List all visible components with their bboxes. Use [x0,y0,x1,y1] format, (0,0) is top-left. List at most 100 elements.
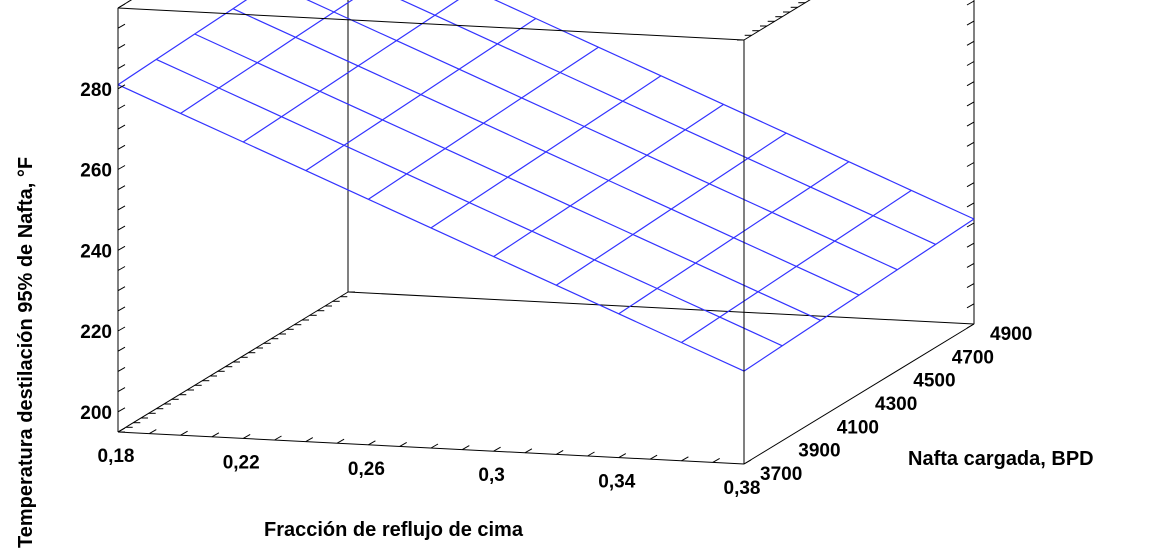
tick-mark [149,429,157,435]
tick-mark [966,40,975,46]
tick-mark [117,43,126,49]
tick-mark [117,266,126,271]
tick-mark [649,454,658,460]
tick-mark [743,459,752,465]
tick-mark [966,182,975,188]
tick-mark [430,443,439,449]
x-tick-label: 0,26 [348,459,385,480]
box-edge [743,323,975,465]
tick-mark [180,430,188,436]
tick-mark [966,20,975,26]
tick-mark [336,438,345,444]
tick-mark [242,433,251,439]
tick-mark [117,245,126,251]
tick-mark [117,306,126,312]
tick-mark [368,440,376,446]
tick-mark [117,205,126,211]
tick-mark [117,104,126,110]
z-tick-label: 260 [80,161,112,182]
x-axis-title: Fracción de reflujo de cima [264,519,524,541]
box-back-edges [117,0,975,433]
tick-mark [966,0,975,6]
x-tick-label: 0,38 [724,478,761,499]
x-tick-label: 0,3 [478,465,504,486]
z-axis-title: Temperatura destilación 95% de Nafta, °F [15,157,37,548]
tick-mark [966,81,975,87]
y-axis-title: Nafta cargada, BPD [908,448,1094,470]
tick-mark [966,262,975,268]
tick-mark [966,121,975,127]
tick-mark [117,407,126,413]
tick-mark [555,449,564,455]
surface-grid-line [306,0,898,271]
y-tick-label: 4900 [990,324,1032,345]
surface-grid-line [156,58,783,347]
x-tick-labels: 0,18 0,22 0,26 0,3 0,34 0,38 [98,446,761,499]
tick-mark [117,84,126,90]
tick-mark [117,225,126,231]
tick-mark [305,437,314,443]
tick-mark [966,242,975,248]
tick-mark [462,445,470,451]
x-tick-label: 0,34 [598,472,635,493]
tick-mark [117,165,126,170]
box-edge [117,7,745,41]
surface-grid-line [117,84,745,372]
tick-mark [524,448,533,454]
tick-mark [211,432,220,438]
box-edge [347,291,975,325]
z-tick-label: 280 [80,80,112,101]
axis-ticks [117,0,975,465]
box-edge [743,0,811,41]
z-tick-label: 220 [80,322,112,343]
surface-grid-line [493,0,975,220]
surface-grid-line [194,33,821,321]
tick-mark [966,283,975,289]
tick-mark [117,366,126,372]
z-tick-label: 200 [80,403,112,424]
tick-mark [117,326,126,332]
tick-mark [966,303,975,309]
y-tick-label: 4500 [913,371,955,392]
tick-mark [966,323,975,329]
y-tick-label: 3900 [798,441,840,462]
tick-mark [966,141,975,147]
tick-mark [117,144,126,150]
tick-mark [117,23,126,29]
y-tick-label: 4100 [837,417,879,438]
tick-mark [117,64,126,70]
tick-mark [493,446,501,452]
z-tick-label: 240 [80,241,112,262]
z-tick-labels: 200 220 240 260 280 [80,80,112,424]
tick-mark [712,457,720,463]
tick-mark [966,222,975,228]
tick-mark [681,456,689,462]
y-tick-label: 4700 [952,347,994,368]
tick-mark [117,3,126,9]
tick-mark [117,124,126,130]
tick-mark [966,162,975,167]
surface-grid-line [117,0,248,86]
x-tick-label: 0,22 [223,452,260,473]
y-tick-label: 4300 [875,394,917,415]
y-tick-label: 3700 [760,464,802,485]
x-tick-label: 0,18 [98,446,135,467]
tick-mark [117,286,126,292]
tick-mark [966,101,975,107]
surface-grid-line [242,0,459,143]
tick-mark [117,427,126,433]
tick-mark [117,185,126,191]
tick-mark [274,435,282,441]
tick-mark [399,441,407,447]
box-edge [117,0,133,9]
surface-grid-line [232,8,860,296]
tick-mark [966,61,975,66]
tick-mark [618,453,627,459]
tick-mark [117,387,126,393]
surface-grid-line [400,0,936,245]
tick-mark [587,451,595,457]
response-surface [117,0,975,372]
tick-mark [966,202,975,208]
